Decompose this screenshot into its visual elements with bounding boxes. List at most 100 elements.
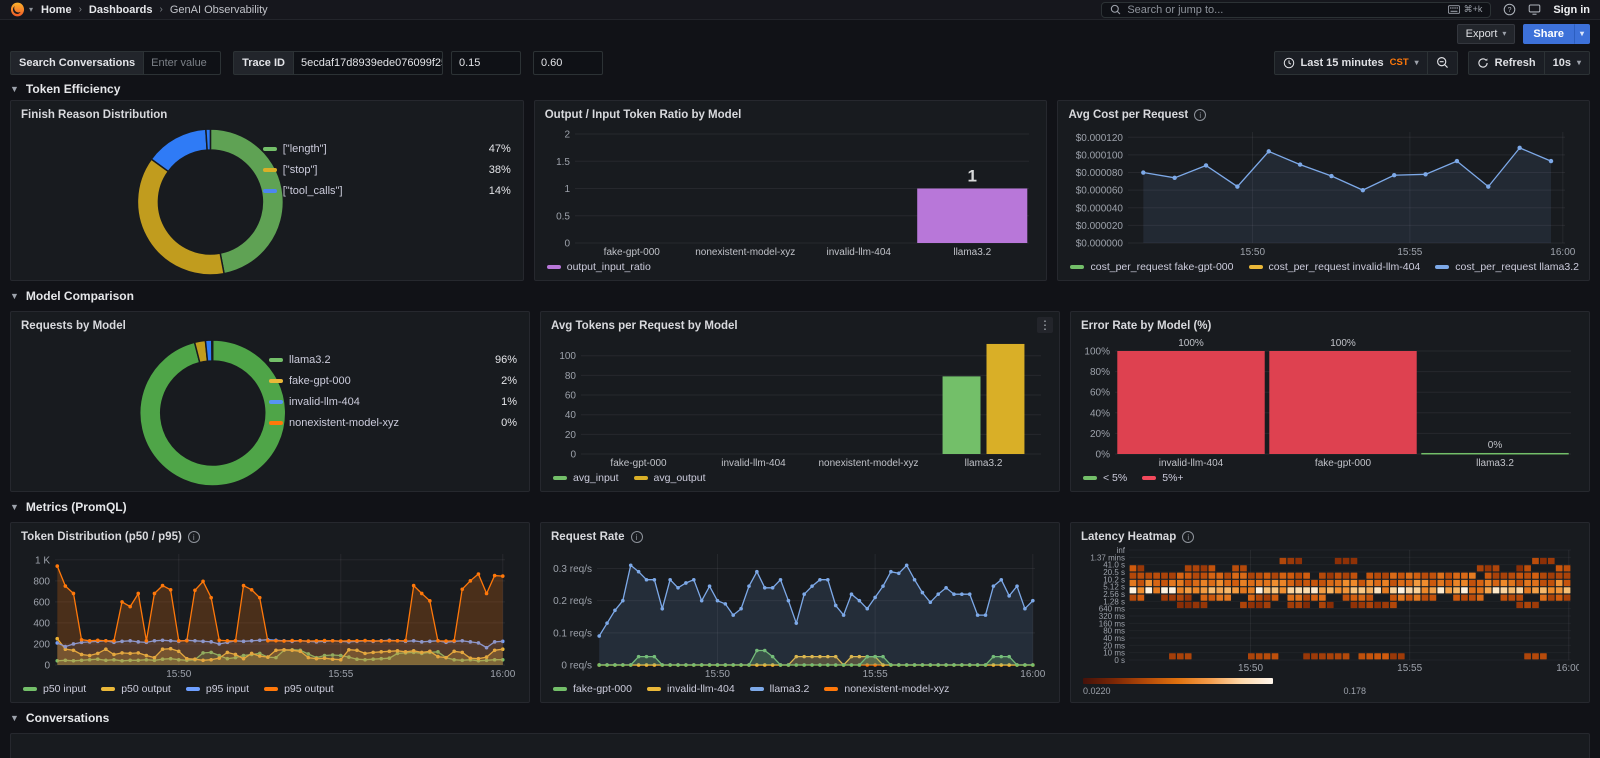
legend-item[interactable]: cost_per_request fake-gpt-000 — [1070, 261, 1234, 273]
panel-title[interactable]: Error Rate by Model (%) — [1081, 320, 1212, 332]
share-button[interactable]: Share — [1523, 23, 1574, 44]
legend-swatch — [269, 420, 283, 425]
section-metrics-promql[interactable]: ▼ Metrics (PromQL) — [10, 500, 127, 514]
legend-item[interactable]: p95 output — [264, 683, 334, 695]
panel-title[interactable]: Avg Tokens per Request by Model — [551, 320, 738, 332]
chevron-down-icon: ▾ — [1502, 29, 1507, 38]
scale-max-label: 0.178 — [1343, 686, 1366, 696]
section-conversations[interactable]: ▼ Conversations — [10, 711, 110, 725]
legend-item[interactable]: output_input_ratio — [546, 261, 651, 273]
breadcrumb-home[interactable]: Home — [41, 3, 72, 16]
svg-text:inf: inf — [1117, 546, 1126, 555]
svg-text:800: 800 — [33, 576, 50, 587]
info-icon[interactable]: i — [630, 531, 643, 543]
min-value-input[interactable]: 0.15 — [450, 50, 521, 75]
legend-item[interactable]: p95 input — [185, 683, 249, 695]
news-monitor-icon[interactable] — [1528, 3, 1541, 16]
legend-value: 47% — [488, 142, 511, 155]
legend-item[interactable]: invalid-llm-404 1% — [269, 391, 517, 412]
time-range-picker[interactable]: Last 15 minutes CST ▾ — [1273, 50, 1428, 75]
svg-text:0.1 req/s: 0.1 req/s — [553, 628, 592, 639]
panel-title[interactable]: Avg Cost per Request — [1068, 109, 1189, 121]
share-menu-caret[interactable]: ▾ — [1574, 23, 1590, 44]
search-input[interactable]: Search or jump to... ⌘+k — [1101, 1, 1492, 18]
svg-text:$0.000080: $0.000080 — [1076, 168, 1124, 179]
info-icon[interactable]: i — [187, 531, 200, 543]
legend-swatch — [646, 687, 661, 691]
legend-item[interactable]: 5%+ — [1142, 472, 1184, 484]
svg-text:15:50: 15:50 — [705, 669, 730, 680]
legend-item[interactable]: p50 input — [23, 683, 86, 695]
panel-title[interactable]: Requests by Model — [21, 320, 126, 332]
legend-swatch — [1083, 476, 1097, 480]
legend-label: p95 output — [284, 683, 334, 695]
svg-text:$0.000120: $0.000120 — [1076, 133, 1124, 144]
svg-text:40: 40 — [565, 410, 577, 421]
heatmap-color-scale: 0.0220 0.178 — [1081, 674, 1579, 698]
svg-text:600: 600 — [33, 597, 50, 608]
legend-item[interactable]: < 5% — [1083, 472, 1127, 484]
legend-item[interactable]: fake-gpt-000 2% — [269, 370, 517, 391]
help-icon[interactable]: ? — [1503, 3, 1516, 16]
panel-title[interactable]: Finish Reason Distribution — [21, 109, 168, 121]
section-token-efficiency[interactable]: ▼ Token Efficiency — [10, 82, 121, 96]
panel-finish-reason-distribution: Finish Reason Distribution ["length"] 47%… — [10, 100, 524, 281]
legend-item[interactable]: ["length"] 47% — [262, 138, 511, 159]
legend-item[interactable]: cost_per_request llama3.2 — [1435, 261, 1579, 273]
legend-value: 38% — [488, 163, 511, 176]
trace-id-field: Trace ID 5ecdaf17d8939ede076099f25743 — [233, 50, 443, 75]
info-icon[interactable]: i — [1194, 109, 1207, 121]
legend-item[interactable]: llama3.2 — [749, 683, 809, 695]
legend-item[interactable]: fake-gpt-000 — [553, 683, 632, 695]
panel-title[interactable]: Token Distribution (p50 / p95) — [21, 531, 182, 543]
panel-title[interactable]: Output / Input Token Ratio by Model — [544, 109, 742, 121]
refresh-button[interactable]: Refresh — [1467, 50, 1545, 75]
legend-item[interactable]: invalid-llm-404 — [646, 683, 735, 695]
info-icon[interactable]: i — [1182, 531, 1195, 543]
color-scale-gradient — [1083, 678, 1273, 684]
legend-value: 1% — [501, 395, 517, 408]
legend-item[interactable]: llama3.2 96% — [269, 349, 517, 370]
legend-item[interactable]: nonexistent-model-xyz — [824, 683, 949, 695]
sign-in-button[interactable]: Sign in — [1553, 3, 1590, 16]
grafana-logo[interactable] — [10, 2, 25, 17]
refresh-interval-select[interactable]: 10s ▾ — [1544, 50, 1590, 75]
org-switcher-caret-icon[interactable]: ▾ — [29, 5, 34, 14]
legend-value: 96% — [494, 353, 517, 366]
trace-id-input[interactable]: 5ecdaf17d8939ede076099f25743 — [292, 50, 443, 75]
svg-text:2.56 s: 2.56 s — [1103, 590, 1125, 599]
max-value-input[interactable]: 0.60 — [532, 50, 603, 75]
legend-item[interactable]: p50 output — [101, 683, 171, 695]
svg-text:1: 1 — [564, 184, 570, 195]
legend-swatch — [269, 378, 283, 383]
svg-text:5.12 s: 5.12 s — [1103, 583, 1125, 592]
search-conversations-input[interactable]: Enter value — [143, 50, 222, 75]
svg-text:400: 400 — [33, 618, 50, 629]
svg-text:15:50: 15:50 — [1238, 663, 1263, 674]
legend-item[interactable]: ["tool_calls"] 14% — [262, 180, 511, 201]
legend-item[interactable]: nonexistent-model-xyz 0% — [269, 412, 517, 433]
legend-swatch — [633, 476, 648, 480]
svg-text:40%: 40% — [1090, 408, 1110, 419]
panel-title[interactable]: Request Rate — [551, 531, 625, 543]
panel-menu-icon[interactable]: ⋮ — [1037, 317, 1053, 333]
svg-text:16:00: 16:00 — [490, 669, 515, 680]
panel-title[interactable]: Latency Heatmap — [1081, 531, 1177, 543]
svg-text:20: 20 — [565, 430, 577, 441]
svg-text:$0.000020: $0.000020 — [1076, 221, 1124, 232]
export-button[interactable]: Export ▾ — [1456, 23, 1516, 44]
legend-item[interactable]: ["stop"] 38% — [262, 159, 511, 180]
legend-item[interactable]: cost_per_request invalid-llm-404 — [1248, 261, 1420, 273]
legend-value: 14% — [488, 184, 511, 197]
legend-swatch — [269, 399, 283, 404]
section-model-comparison[interactable]: ▼ Model Comparison — [10, 289, 134, 303]
legend-item[interactable]: avg_output — [633, 472, 706, 484]
zoom-out-time-button[interactable] — [1427, 50, 1458, 75]
panel-legend: output_input_ratio — [545, 258, 1037, 276]
legend-item[interactable]: avg_input — [553, 472, 619, 484]
breadcrumb-dashboards[interactable]: Dashboards — [88, 3, 153, 16]
svg-text:160 ms: 160 ms — [1099, 619, 1125, 628]
svg-text:640 ms: 640 ms — [1099, 605, 1125, 614]
svg-text:16:00: 16:00 — [1556, 663, 1579, 674]
